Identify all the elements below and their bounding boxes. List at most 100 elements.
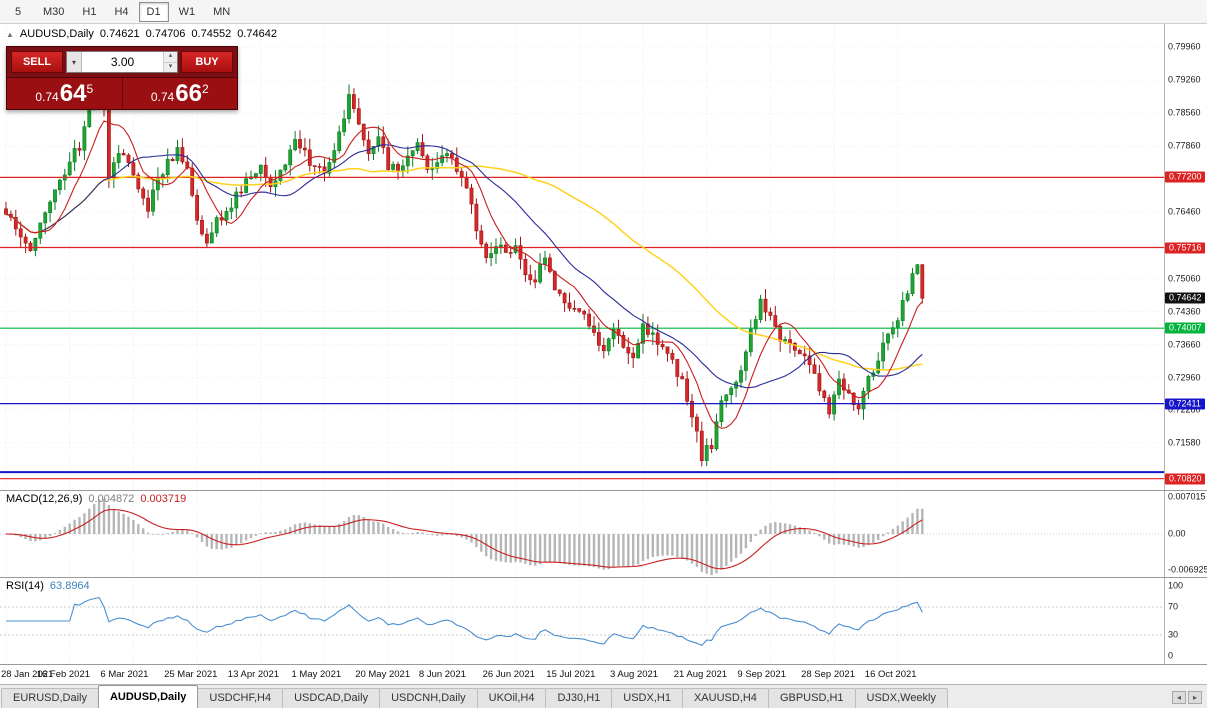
buy-button[interactable]: BUY — [181, 51, 233, 73]
ask-price: 0.74 66 2 — [123, 78, 238, 109]
axis-tick-label: 0.72960 — [1168, 372, 1201, 383]
axis-tick-label: 0.77860 — [1168, 140, 1201, 151]
tab-scrollbar: ◂ ▸ — [1172, 691, 1202, 704]
rsi-title: RSI(14) — [6, 580, 44, 592]
tab-usdx-weekly[interactable]: USDX,Weekly — [854, 688, 948, 708]
rsi-canvas[interactable] — [0, 578, 1164, 664]
timeframe-h4-button[interactable]: H4 — [114, 5, 129, 18]
date-tick-label: 13 Apr 2021 — [227, 669, 280, 680]
rsi-pane: RSI(14) 63.8964 100 70 30 0 — [0, 577, 1207, 664]
axis-tick-label: 0.78560 — [1168, 107, 1201, 118]
lot-size-value[interactable]: 3.00 — [110, 55, 135, 69]
tab-xauusd-h4[interactable]: XAUUSD,H4 — [681, 688, 769, 708]
timeframe-5-button[interactable]: 5 — [14, 5, 22, 18]
date-tick-label: 25 Mar 2021 — [164, 669, 218, 680]
rsi-label: RSI(14) 63.8964 — [6, 580, 90, 592]
tab-usdcnh-daily[interactable]: USDCNH,Daily — [379, 688, 478, 708]
date-tick-label: 1 May 2021 — [291, 669, 342, 680]
axis-tick-label: 0.71580 — [1168, 437, 1201, 448]
date-tick-label: 21 Aug 2021 — [673, 669, 728, 680]
axis-tick-label: 0 — [1168, 650, 1174, 661]
macd-axis-separator — [1164, 491, 1165, 577]
axis-tick-label: 0.73660 — [1168, 339, 1201, 350]
time-axis: 28 Jan 2021 16 Feb 2021 6 Mar 2021 25 Mar 2… — [0, 664, 1207, 684]
price-level-label: 0.74642 — [1165, 292, 1205, 304]
tab-usdchf-h4[interactable]: USDCHF,H4 — [197, 688, 284, 708]
macd-pane: MACD(12,26,9) 0.004872 0.003719 0.007015… — [0, 490, 1207, 577]
macd-title: MACD(12,26,9) — [6, 493, 83, 505]
axis-tick-label: 0.007015 — [1168, 491, 1206, 502]
date-tick-label: 20 May 2021 — [355, 669, 411, 680]
date-tick-label: 16 Feb 2021 — [36, 669, 91, 680]
bid-prefix: 0.74 — [35, 90, 59, 104]
date-tick-label: 3 Aug 2021 — [610, 669, 659, 680]
one-click-trading-panel: SELL ▾ 3.00 ▴ ▾ BUY 0.74 64 5 0.74 66 2 — [6, 46, 238, 110]
high-value: 0.74706 — [145, 28, 186, 40]
axis-tick-label: 0.79960 — [1168, 41, 1201, 52]
axis-tick-label: 0.00 — [1168, 528, 1186, 539]
axis-tick-label: 100 — [1168, 580, 1184, 591]
date-tick-label: 6 Mar 2021 — [100, 669, 149, 680]
date-tick-label: 15 Jul 2021 — [546, 669, 596, 680]
ask-big-digits: 66 — [175, 79, 202, 107]
axis-tick-label: 70 — [1168, 601, 1179, 612]
chart-tabs-bar: EURUSD,Daily AUDUSD,Daily USDCHF,H4 USDCAD,… — [0, 684, 1207, 708]
price-level-label: 0.72411 — [1165, 398, 1205, 410]
price-level-label: 0.77200 — [1165, 171, 1205, 183]
axis-tick-label: -0.006925 — [1168, 564, 1207, 575]
timeframe-h1-button[interactable]: H1 — [82, 5, 97, 18]
lot-dropdown-icon[interactable]: ▾ — [67, 52, 82, 72]
timeframe-w1-button[interactable]: W1 — [178, 5, 196, 18]
tab-dj30-h1[interactable]: DJ30,H1 — [545, 688, 613, 708]
tab-audusd-daily[interactable]: AUDUSD,Daily — [97, 685, 199, 708]
axis-tick-label: 0.75060 — [1168, 273, 1201, 283]
chart-tabs: EURUSD,Daily AUDUSD,Daily USDCHF,H4 USDCAD,… — [0, 685, 948, 708]
date-tick-label: 9 Sep 2021 — [737, 669, 786, 680]
tab-usdcad-daily[interactable]: USDCAD,Daily — [282, 688, 381, 708]
low-value: 0.74552 — [191, 28, 232, 40]
date-tick-label: 28 Sep 2021 — [801, 669, 855, 680]
main-chart-canvas[interactable] — [0, 24, 1164, 490]
price-level-label: 0.70820 — [1165, 473, 1205, 485]
tab-eurusd-daily[interactable]: EURUSD,Daily — [1, 688, 99, 708]
lot-size-control: ▾ 3.00 ▴ ▾ — [66, 51, 178, 73]
timeframe-m30-button[interactable]: M30 — [43, 5, 65, 18]
axis-tick-label: 30 — [1168, 629, 1179, 640]
macd-label: MACD(12,26,9) 0.004872 0.003719 — [6, 493, 186, 505]
rsi-value: 63.8964 — [49, 580, 90, 592]
ohlc-header: ▲ AUDUSD,Daily 0.74621 0.74706 0.74552 0… — [6, 28, 277, 40]
tab-scroll-right-icon[interactable]: ▸ — [1188, 691, 1202, 704]
date-tick-label: 16 Oct 2021 — [864, 669, 917, 680]
tab-ukoil-h4[interactable]: UKOil,H4 — [476, 688, 547, 708]
tab-usdx-h1[interactable]: USDX,H1 — [611, 688, 683, 708]
symbol-label: AUDUSD,Daily — [19, 28, 94, 40]
lot-increase-icon[interactable]: ▴ — [164, 52, 177, 63]
tab-scroll-left-icon[interactable]: ◂ — [1172, 691, 1186, 704]
timeframe-d1-button[interactable]: D1 — [138, 1, 169, 22]
macd-canvas[interactable] — [0, 491, 1164, 577]
sell-button[interactable]: SELL — [11, 51, 63, 73]
price-axis-separator — [1164, 24, 1165, 490]
collapse-arrow-icon[interactable]: ▲ — [6, 29, 14, 39]
axis-tick-label: 0.72280 — [1168, 404, 1201, 415]
date-tick-label: 8 Jun 2021 — [418, 669, 466, 680]
bid-big-digits: 64 — [59, 79, 87, 107]
ask-pip-digit: 2 — [201, 81, 209, 96]
axis-tick-label: 0.74360 — [1168, 306, 1201, 316]
price-level-label: 0.74007 — [1165, 322, 1205, 334]
axis-tick-label: 0.79260 — [1168, 74, 1201, 85]
bid-price: 0.74 64 5 — [7, 78, 122, 109]
bid-pip-digit: 5 — [86, 81, 94, 96]
lot-spinner: ▴ ▾ — [163, 52, 177, 72]
lot-decrease-icon[interactable]: ▾ — [164, 62, 177, 72]
axis-tick-label: 0.76460 — [1168, 206, 1201, 217]
price-divider — [121, 78, 123, 109]
date-tick-label: 26 Jun 2021 — [482, 669, 535, 680]
timeframe-toolbar: 5 M30 H1 H4 D1 W1 MN — [0, 0, 1207, 24]
chart-area: ▲ AUDUSD,Daily 0.74621 0.74706 0.74552 0… — [0, 24, 1207, 684]
rsi-axis-separator — [1164, 578, 1165, 664]
date-tick-label: 28 Jan 2021 — [1, 669, 54, 680]
timeframe-mn-button[interactable]: MN — [213, 5, 231, 18]
tab-gbpusd-h1[interactable]: GBPUSD,H1 — [767, 688, 856, 708]
